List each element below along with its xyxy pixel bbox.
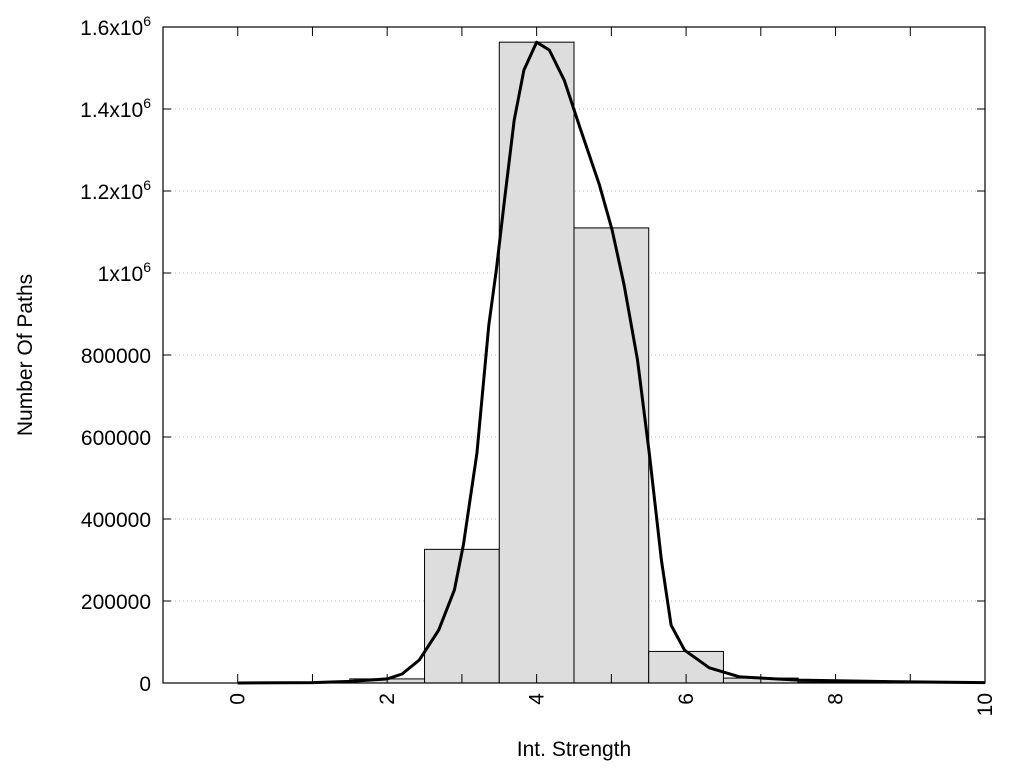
x-tick-label: 8 bbox=[825, 693, 848, 705]
bar bbox=[424, 548, 500, 684]
y-axis: 0 200000 400000 600000 800000 1x106 1.2x106 1.4… bbox=[80, 13, 985, 696]
density-curve bbox=[237, 40, 986, 685]
bars bbox=[349, 41, 874, 684]
y-tick-label: 600000 bbox=[81, 427, 151, 450]
x-tick-label: 4 bbox=[526, 693, 549, 705]
y-tick-label: 1.4x106 bbox=[80, 95, 151, 122]
y-tick-label: 0 bbox=[139, 673, 151, 696]
y-tick-label: 200000 bbox=[81, 591, 151, 614]
x-axis-label: Int. Strength bbox=[517, 738, 631, 761]
x-tick-label: 10 bbox=[974, 693, 997, 716]
y-tick-label: 800000 bbox=[81, 345, 151, 368]
y-tick-label: 1.6x106 bbox=[80, 13, 151, 40]
y-axis-label: Number Of Paths bbox=[14, 274, 37, 436]
x-tick-label: 2 bbox=[376, 693, 399, 705]
x-axis: 0 2 4 6 8 10 bbox=[227, 27, 997, 716]
y-tick-label: 1x106 bbox=[98, 259, 152, 286]
bar bbox=[573, 227, 650, 684]
gridlines bbox=[163, 108, 985, 602]
y-tick-label: 400000 bbox=[81, 509, 151, 532]
y-tick-label: 1.2x106 bbox=[80, 177, 151, 204]
x-tick-label: 6 bbox=[675, 693, 698, 705]
x-tick-label: 0 bbox=[227, 693, 250, 705]
